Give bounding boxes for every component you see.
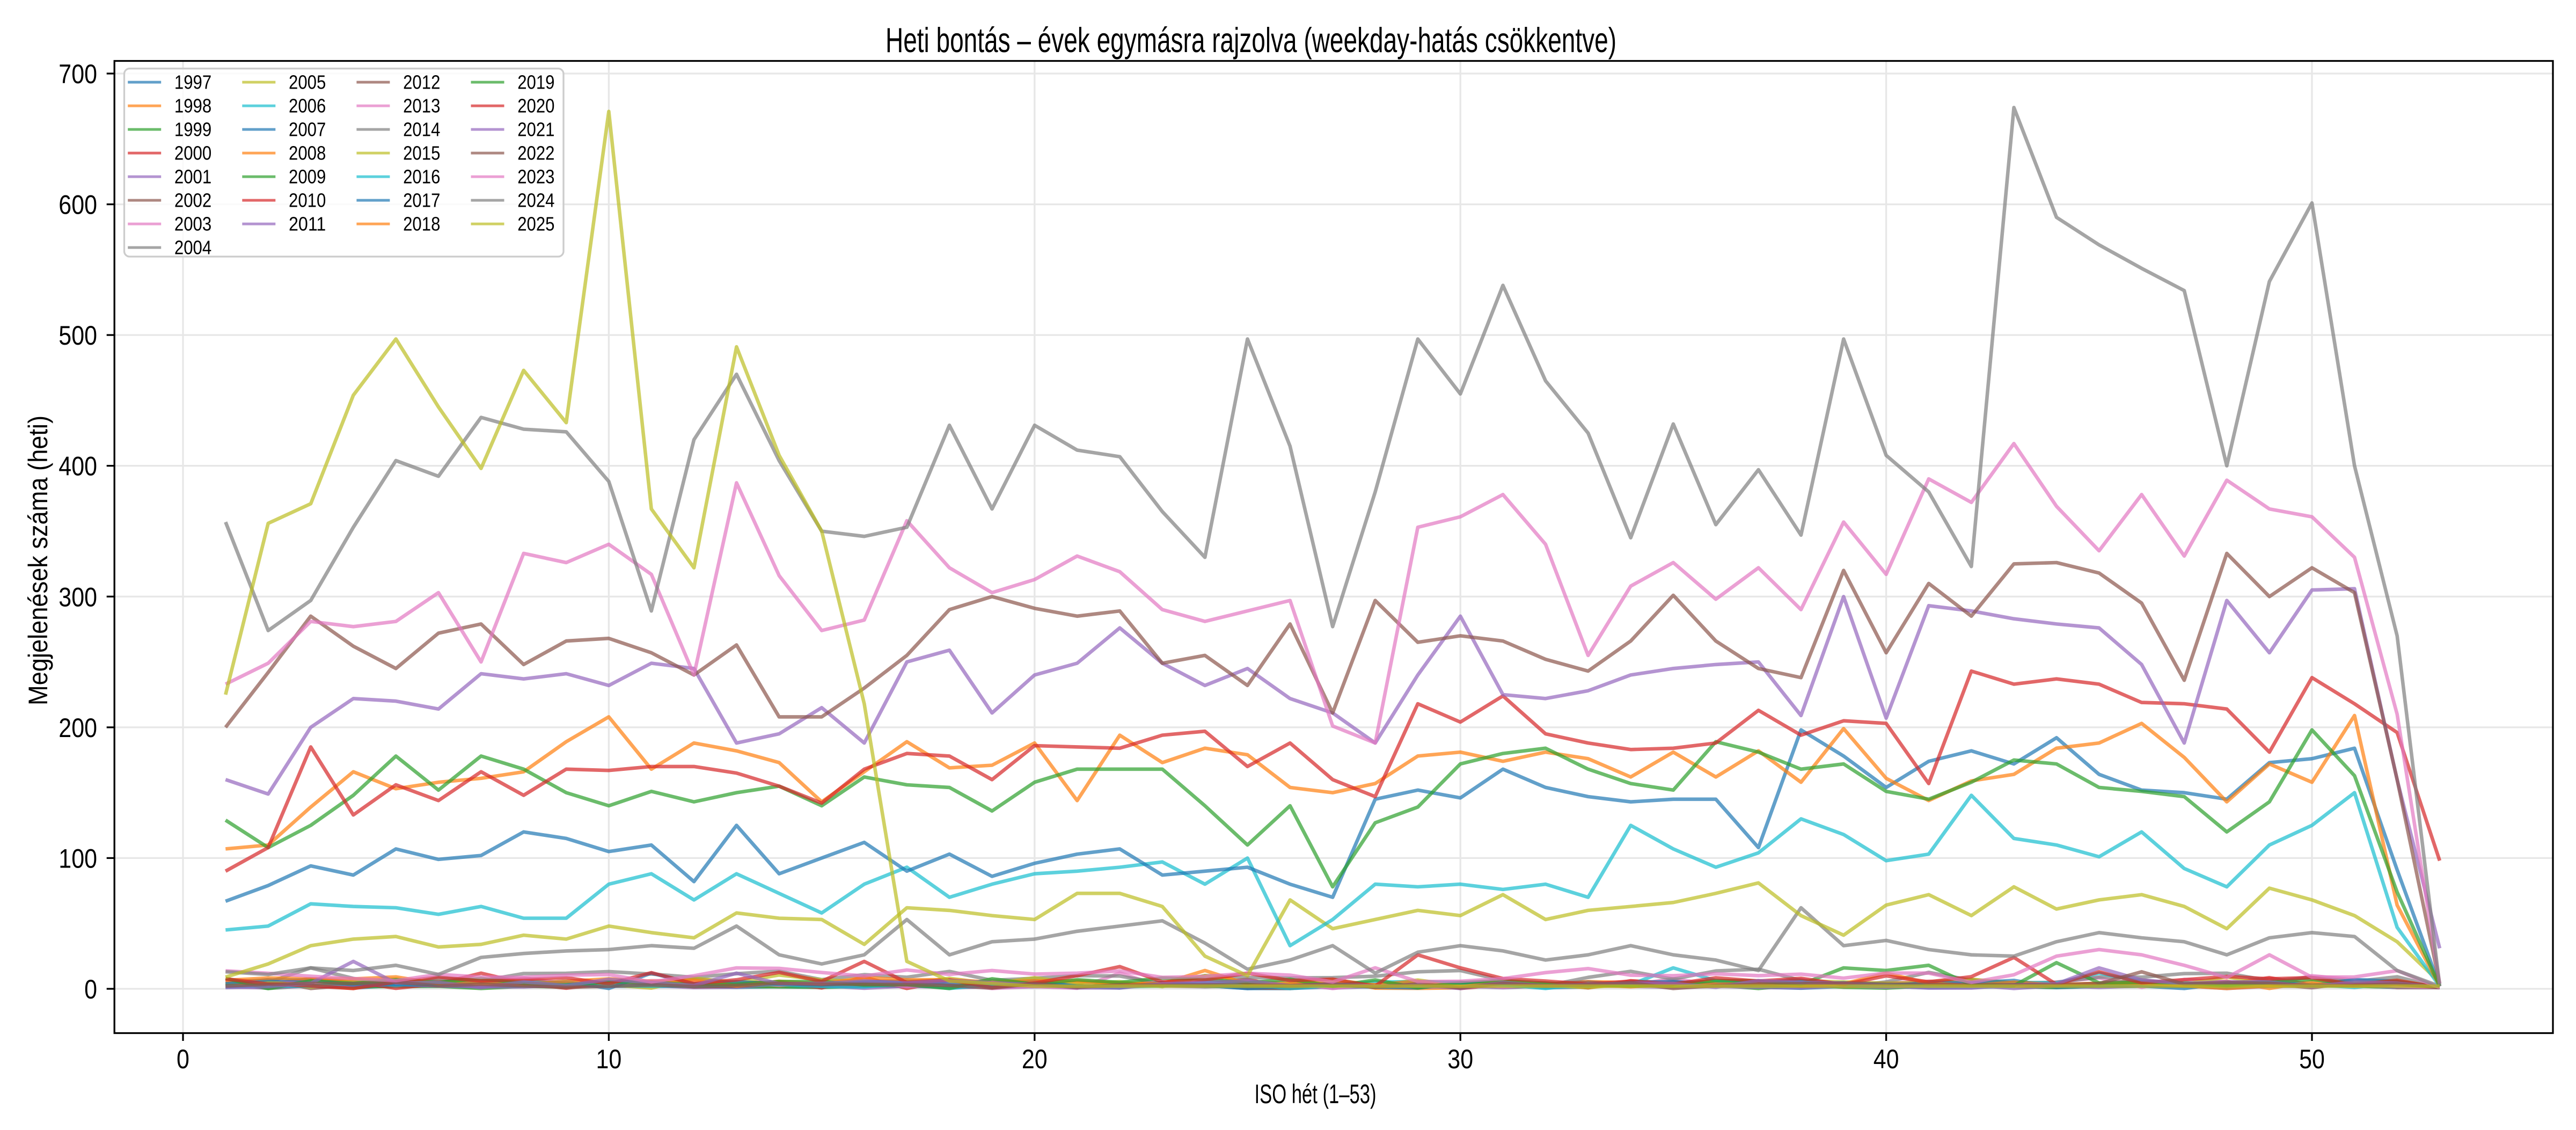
svg-text:2007: 2007 (289, 119, 326, 141)
svg-text:2006: 2006 (289, 95, 326, 117)
svg-text:2002: 2002 (174, 189, 211, 212)
svg-text:2013: 2013 (403, 95, 440, 117)
svg-text:2005: 2005 (289, 71, 326, 93)
svg-text:2016: 2016 (403, 166, 440, 188)
svg-text:40: 40 (1874, 1044, 1899, 1074)
svg-text:30: 30 (1447, 1044, 1473, 1074)
svg-text:2021: 2021 (517, 119, 554, 141)
svg-text:400: 400 (58, 451, 97, 482)
svg-text:300: 300 (58, 582, 97, 612)
svg-text:2020: 2020 (517, 95, 554, 117)
svg-text:2012: 2012 (403, 71, 440, 93)
svg-text:20: 20 (1022, 1044, 1048, 1074)
svg-text:2022: 2022 (517, 142, 554, 164)
svg-text:2018: 2018 (403, 213, 440, 235)
svg-text:1999: 1999 (174, 119, 211, 141)
svg-text:2009: 2009 (289, 166, 326, 188)
svg-text:600: 600 (58, 190, 97, 220)
svg-text:1998: 1998 (174, 95, 211, 117)
svg-text:2010: 2010 (289, 189, 326, 212)
svg-text:0: 0 (84, 974, 97, 1004)
svg-text:2015: 2015 (403, 142, 440, 164)
svg-text:2003: 2003 (174, 213, 211, 235)
svg-text:Heti bontás – évek egymásra ra: Heti bontás – évek egymásra rajzolva (we… (885, 20, 1616, 60)
svg-text:2011: 2011 (289, 213, 326, 235)
svg-text:2019: 2019 (517, 71, 554, 93)
svg-text:200: 200 (58, 713, 97, 743)
svg-text:100: 100 (58, 843, 97, 873)
svg-text:2014: 2014 (403, 119, 440, 141)
svg-text:700: 700 (58, 59, 97, 89)
svg-text:Megjelenések száma (heti): Megjelenések száma (heti) (23, 415, 53, 705)
svg-text:2004: 2004 (174, 237, 211, 259)
svg-text:50: 50 (2299, 1044, 2325, 1074)
svg-text:500: 500 (58, 320, 97, 351)
svg-text:2008: 2008 (289, 142, 326, 164)
svg-text:2024: 2024 (517, 189, 554, 212)
svg-text:ISO hét (1–53): ISO hét (1–53) (1255, 1079, 1377, 1109)
svg-text:2025: 2025 (517, 213, 554, 235)
svg-text:0: 0 (177, 1044, 189, 1074)
svg-text:2017: 2017 (403, 189, 440, 212)
svg-text:2001: 2001 (174, 166, 211, 188)
svg-text:10: 10 (596, 1044, 622, 1074)
svg-text:1997: 1997 (174, 71, 211, 93)
svg-text:2023: 2023 (517, 166, 554, 188)
svg-text:2000: 2000 (174, 142, 211, 164)
